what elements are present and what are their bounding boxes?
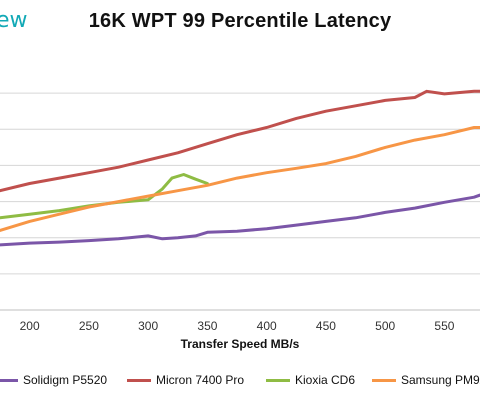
x-tick-label: 450 (316, 319, 336, 333)
x-tick-label: 550 (434, 319, 454, 333)
x-tick-label: 350 (197, 319, 217, 333)
legend-label: Samsung PM9A3 (401, 373, 480, 387)
x-tick-labels: 200 250 300 350 400 450 500 550 (20, 319, 455, 333)
chart-title: 16K WPT 99 Percentile Latency (88, 10, 392, 32)
legend-item-samsung: Samsung PM9A3 (372, 373, 480, 387)
legend-label: Kioxia CD6 (295, 373, 356, 387)
legend-swatch (372, 378, 396, 382)
series-line-samsung-pm9a3 (0, 126, 480, 232)
legend-item-micron: Micron 7400 Pro (127, 373, 244, 387)
legend-item-solidigm: Solidigm P5520 (0, 373, 107, 387)
gridlines (0, 92, 480, 311)
legend: Solidigm P5520 Micron 7400 Pro Kioxia CD… (0, 373, 480, 389)
x-tick-label: 200 (20, 319, 40, 333)
brand-logo-text: ew (0, 8, 28, 33)
x-tick-label: 250 (79, 319, 99, 333)
x-tick-label: 400 (257, 319, 277, 333)
series-line-micron-7400-pro (0, 89, 480, 193)
legend-item-kioxia: Kioxia CD6 (266, 373, 355, 387)
series-lines (0, 89, 480, 247)
legend-swatch (127, 378, 151, 382)
x-tick-label: 500 (375, 319, 395, 333)
legend-swatch (266, 378, 290, 382)
legend-swatch (0, 378, 18, 382)
x-tick-label: 300 (138, 319, 158, 333)
legend-label: Micron 7400 Pro (156, 373, 245, 387)
series-line-solidigm-p5520 (0, 193, 480, 247)
series-line-kioxia-cd6 (0, 173, 209, 220)
legend-label: Solidigm P5520 (23, 373, 108, 387)
x-axis-label: Transfer Speed MB/s (180, 337, 300, 351)
